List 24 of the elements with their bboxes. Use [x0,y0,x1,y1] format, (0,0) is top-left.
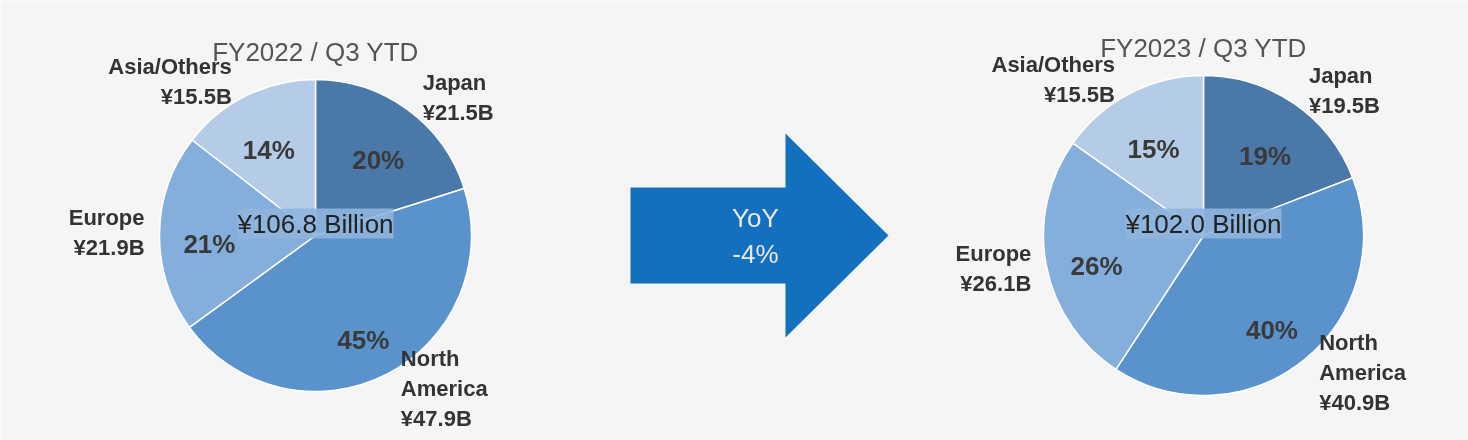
slice-label: Europe [68,205,145,231]
text: YoY -4% [732,202,779,269]
data-label: ¥15.5B [160,83,232,109]
data-label: ¥21.9B [73,235,145,261]
text: 26% [1070,250,1123,281]
text: 45% [337,325,390,356]
data-label: ¥21.5B [422,99,494,125]
text: 14% [242,135,295,166]
text: 20% [352,144,405,175]
text: 15% [1127,133,1180,164]
data-label: ¥47.9B [400,406,472,432]
data-label: ¥40.9B [1319,389,1391,415]
data-label: ¥19.5B [1308,92,1380,118]
text: ¥102.0 Billion [1124,208,1282,239]
data-label: ¥26.1B [960,270,1032,296]
data-label: ¥15.5B [1044,81,1115,107]
slice-label: North America [1319,329,1407,385]
text: 40% [1245,315,1298,346]
slice-label: Europe [955,240,1032,266]
text: ¥106.8 Billion [236,208,394,239]
text: 21% [183,228,236,259]
slice-label: Japan [422,69,487,95]
text: 19% [1238,140,1292,171]
slice-label: Japan [1308,62,1373,88]
